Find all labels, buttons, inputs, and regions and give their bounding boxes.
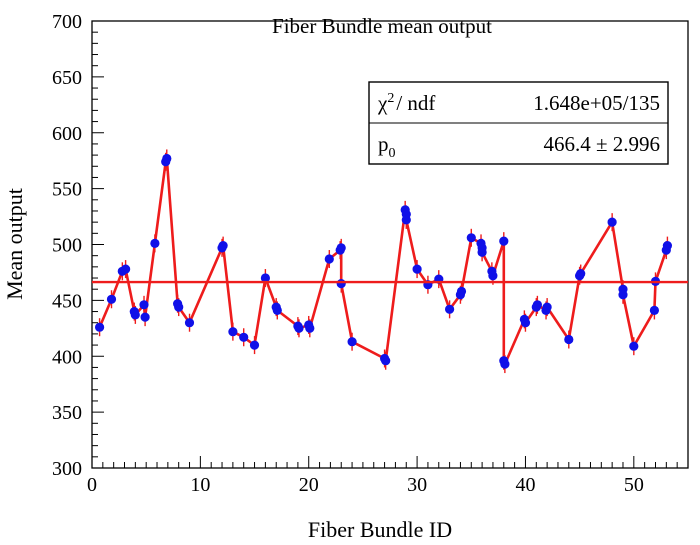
series-layer — [92, 149, 688, 374]
y-tick-label: 500 — [52, 235, 82, 257]
data-point — [139, 300, 149, 310]
data-point — [228, 327, 238, 337]
data-point — [381, 356, 391, 366]
data-point — [500, 359, 510, 369]
data-point — [121, 264, 131, 274]
data-point — [336, 279, 346, 289]
data-point — [477, 247, 487, 257]
data-point — [649, 305, 660, 315]
x-tick-label: 0 — [87, 474, 97, 496]
stats-row-chi2-label: χ2/ ndf — [377, 91, 435, 115]
data-point — [347, 337, 357, 347]
stats-row-p0-label: p0 — [378, 132, 396, 161]
data-point — [564, 334, 574, 345]
data-point — [488, 271, 498, 281]
data-point — [294, 323, 304, 333]
data-point — [260, 273, 270, 283]
y-tick-label: 450 — [52, 290, 82, 312]
x-tick-label: 50 — [624, 474, 644, 496]
data-point — [140, 312, 150, 322]
y-axis-title: Mean output — [2, 188, 27, 300]
y-tick-label: 350 — [52, 402, 82, 424]
y-tick-label: 400 — [52, 346, 82, 368]
data-point — [324, 254, 334, 264]
stats-box: χ2/ ndf 1.648e+05/135 p0 466.4 ± 2.996 — [368, 81, 669, 165]
data-point — [130, 310, 140, 320]
data-point — [607, 217, 617, 227]
data-point — [184, 318, 195, 328]
data-point — [629, 341, 639, 351]
y-tick-label: 600 — [52, 123, 82, 145]
y-tick-label: 550 — [52, 179, 82, 201]
data-point — [576, 269, 586, 279]
data-point — [249, 340, 260, 350]
data-point — [401, 215, 411, 225]
y-tick-label: 650 — [52, 67, 82, 89]
axis-layer: 0 10 20 30 40 50 300 350 400 450 500 550 600 650 700 — [52, 11, 689, 496]
data-point — [95, 322, 105, 332]
x-tick-label: 30 — [407, 474, 427, 496]
data-point — [466, 233, 476, 243]
data-point — [336, 243, 346, 253]
data-point — [218, 241, 228, 251]
series-line — [98, 157, 669, 366]
data-point — [499, 236, 509, 246]
data-point — [532, 300, 543, 310]
data-point — [162, 153, 172, 164]
data-point — [106, 294, 117, 304]
x-tick-label: 40 — [515, 474, 535, 496]
data-point — [520, 318, 531, 328]
data-point — [542, 302, 552, 312]
stats-row-chi2-value: 1.648e+05/135 — [533, 91, 660, 115]
data-point — [456, 286, 467, 296]
data-point — [412, 264, 422, 274]
x-tick-label: 10 — [190, 474, 210, 496]
data-point — [239, 332, 249, 342]
stats-row-p0-value: 466.4 ± 2.996 — [543, 132, 660, 156]
data-point — [662, 241, 673, 251]
y-tick-label: 700 — [52, 11, 82, 33]
data-point — [445, 304, 455, 314]
x-tick-label: 20 — [299, 474, 319, 496]
y-tick-label: 300 — [52, 458, 82, 480]
x-axis-title: Fiber Bundle ID — [308, 517, 452, 542]
data-point — [618, 290, 628, 300]
data-point — [174, 302, 184, 312]
data-point — [272, 305, 282, 315]
data-point — [305, 323, 315, 333]
chart-title: Fiber Bundle mean output — [272, 14, 492, 38]
data-point — [150, 238, 160, 248]
